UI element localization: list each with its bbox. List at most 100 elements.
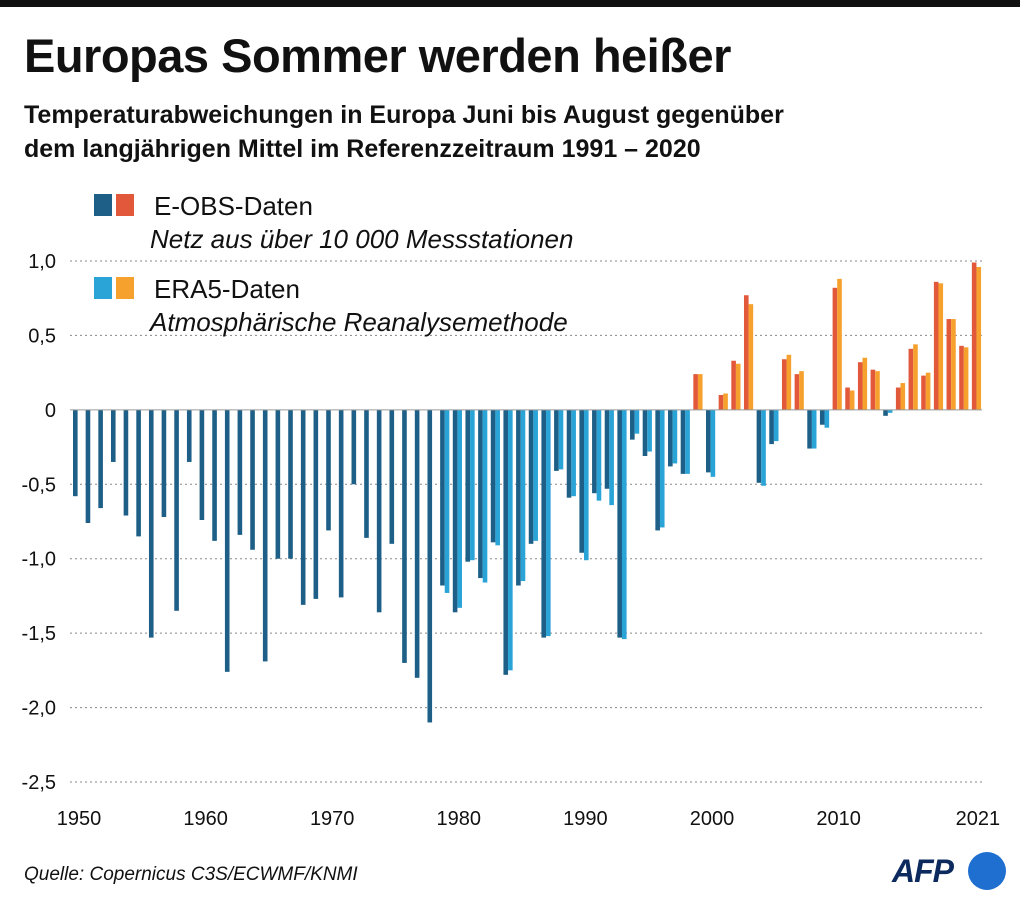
bar-era5	[697, 374, 703, 410]
y-tick-label: -1,0	[22, 549, 56, 571]
legend-era5: ERA5-Daten Atmosphärische Reanalysemetho…	[94, 274, 568, 337]
bar-eobs	[110, 409, 116, 462]
bar-eobs	[604, 409, 610, 489]
legend-swatch-era5-positive	[116, 277, 134, 299]
x-tick-label: 1960	[183, 808, 228, 830]
legend-eobs-title: E-OBS-Daten	[154, 191, 313, 221]
bar-eobs	[123, 409, 129, 516]
bar-era5	[723, 393, 728, 410]
bar-eobs	[832, 287, 838, 410]
bar-eobs	[756, 409, 762, 483]
bar-era5	[913, 344, 918, 410]
bar-era5	[963, 347, 969, 410]
bar-eobs	[237, 409, 243, 535]
bar-eobs	[313, 409, 319, 599]
x-tick-label: 2021	[956, 808, 1001, 830]
y-tick-label: -0,5	[22, 474, 56, 496]
bar-era5	[482, 409, 488, 583]
bar-era5	[811, 409, 817, 449]
bar-era5	[951, 319, 956, 410]
bar-era5	[659, 409, 665, 528]
bar-eobs	[376, 409, 382, 613]
bar-era5	[647, 409, 652, 452]
y-tick-label: -2,0	[22, 698, 56, 720]
bar-eobs	[541, 409, 547, 638]
chart-subtitle: Temperaturabweichungen in Europa Juni bi…	[24, 98, 984, 166]
bar-eobs	[199, 409, 205, 521]
bar-eobs	[364, 409, 369, 538]
bar-era5	[824, 409, 830, 428]
bar-eobs	[440, 409, 445, 586]
x-tick-label: 1980	[437, 808, 482, 830]
top-rule	[0, 0, 1020, 7]
bar-eobs	[642, 409, 648, 457]
bar-era5	[558, 409, 564, 470]
chart-title: Europas Sommer werden heißer	[24, 29, 731, 82]
x-tick-label: 1990	[563, 808, 608, 830]
bar-eobs	[351, 409, 357, 485]
bar-eobs	[769, 409, 774, 445]
bar-eobs	[85, 409, 91, 523]
bar-eobs	[465, 409, 471, 562]
bar-eobs	[819, 409, 825, 425]
bar-eobs	[98, 409, 103, 509]
bar-eobs	[300, 409, 306, 605]
bar-era5	[634, 409, 640, 434]
bar-era5	[444, 409, 450, 593]
bar-eobs	[136, 409, 141, 537]
bar-era5	[761, 409, 766, 486]
bar-era5	[672, 409, 678, 464]
legend-eobs: E-OBS-Daten Netz aus über 10 000 Messsta…	[94, 191, 573, 254]
bar-eobs	[592, 409, 597, 494]
afp-logo: AFP	[892, 853, 954, 889]
legend-swatch-eobs-positive	[116, 194, 134, 216]
bar-eobs	[174, 409, 179, 611]
bar-era5	[621, 409, 627, 640]
bar-eobs	[478, 409, 483, 579]
bar-eobs	[807, 409, 812, 449]
bar-eobs	[693, 374, 698, 410]
bar-eobs	[870, 369, 876, 410]
subtitle-line-1: Temperaturabweichungen in Europa Juni bi…	[24, 101, 784, 129]
legend-era5-title: ERA5-Daten	[154, 274, 300, 304]
bar-era5	[571, 409, 576, 497]
bar-eobs	[743, 295, 749, 410]
legend-eobs-description: Netz aus über 10 000 Messstationen	[150, 224, 574, 254]
bar-era5	[596, 409, 602, 501]
bar-eobs	[845, 387, 850, 410]
bar-eobs	[731, 360, 736, 410]
source-note: Quelle: Copernicus C3S/ECWMF/KNMI	[24, 864, 358, 885]
bar-era5	[533, 409, 538, 541]
bar-eobs	[794, 374, 800, 410]
bar-eobs	[288, 409, 293, 559]
bar-era5	[976, 266, 982, 410]
bar-era5	[786, 354, 792, 410]
bar-eobs	[224, 409, 230, 672]
bar-eobs	[212, 409, 217, 541]
bar-eobs	[668, 409, 673, 467]
bar-era5	[799, 371, 804, 410]
bar-eobs	[338, 409, 344, 598]
bar-era5	[887, 409, 893, 413]
bar-eobs	[275, 409, 281, 559]
bar-era5	[609, 409, 614, 506]
bar-eobs	[895, 387, 901, 410]
bar-eobs	[857, 362, 863, 410]
bar-eobs	[718, 394, 724, 410]
bar-eobs	[427, 409, 433, 723]
bar-eobs	[161, 409, 167, 518]
bar-eobs	[933, 281, 939, 410]
bar-eobs	[262, 409, 268, 662]
bar-eobs	[566, 409, 572, 498]
bar-eobs	[186, 409, 192, 462]
bar-eobs	[554, 409, 559, 471]
bar-eobs	[617, 409, 622, 638]
bar-eobs	[528, 409, 534, 544]
x-tick-label: 2010	[816, 808, 861, 830]
legend-swatch-eobs-negative	[94, 194, 112, 216]
bar-era5	[685, 409, 690, 474]
bar-eobs	[389, 409, 395, 544]
bar-era5	[938, 283, 944, 410]
bar-era5	[470, 409, 475, 561]
bar-eobs	[579, 409, 584, 553]
